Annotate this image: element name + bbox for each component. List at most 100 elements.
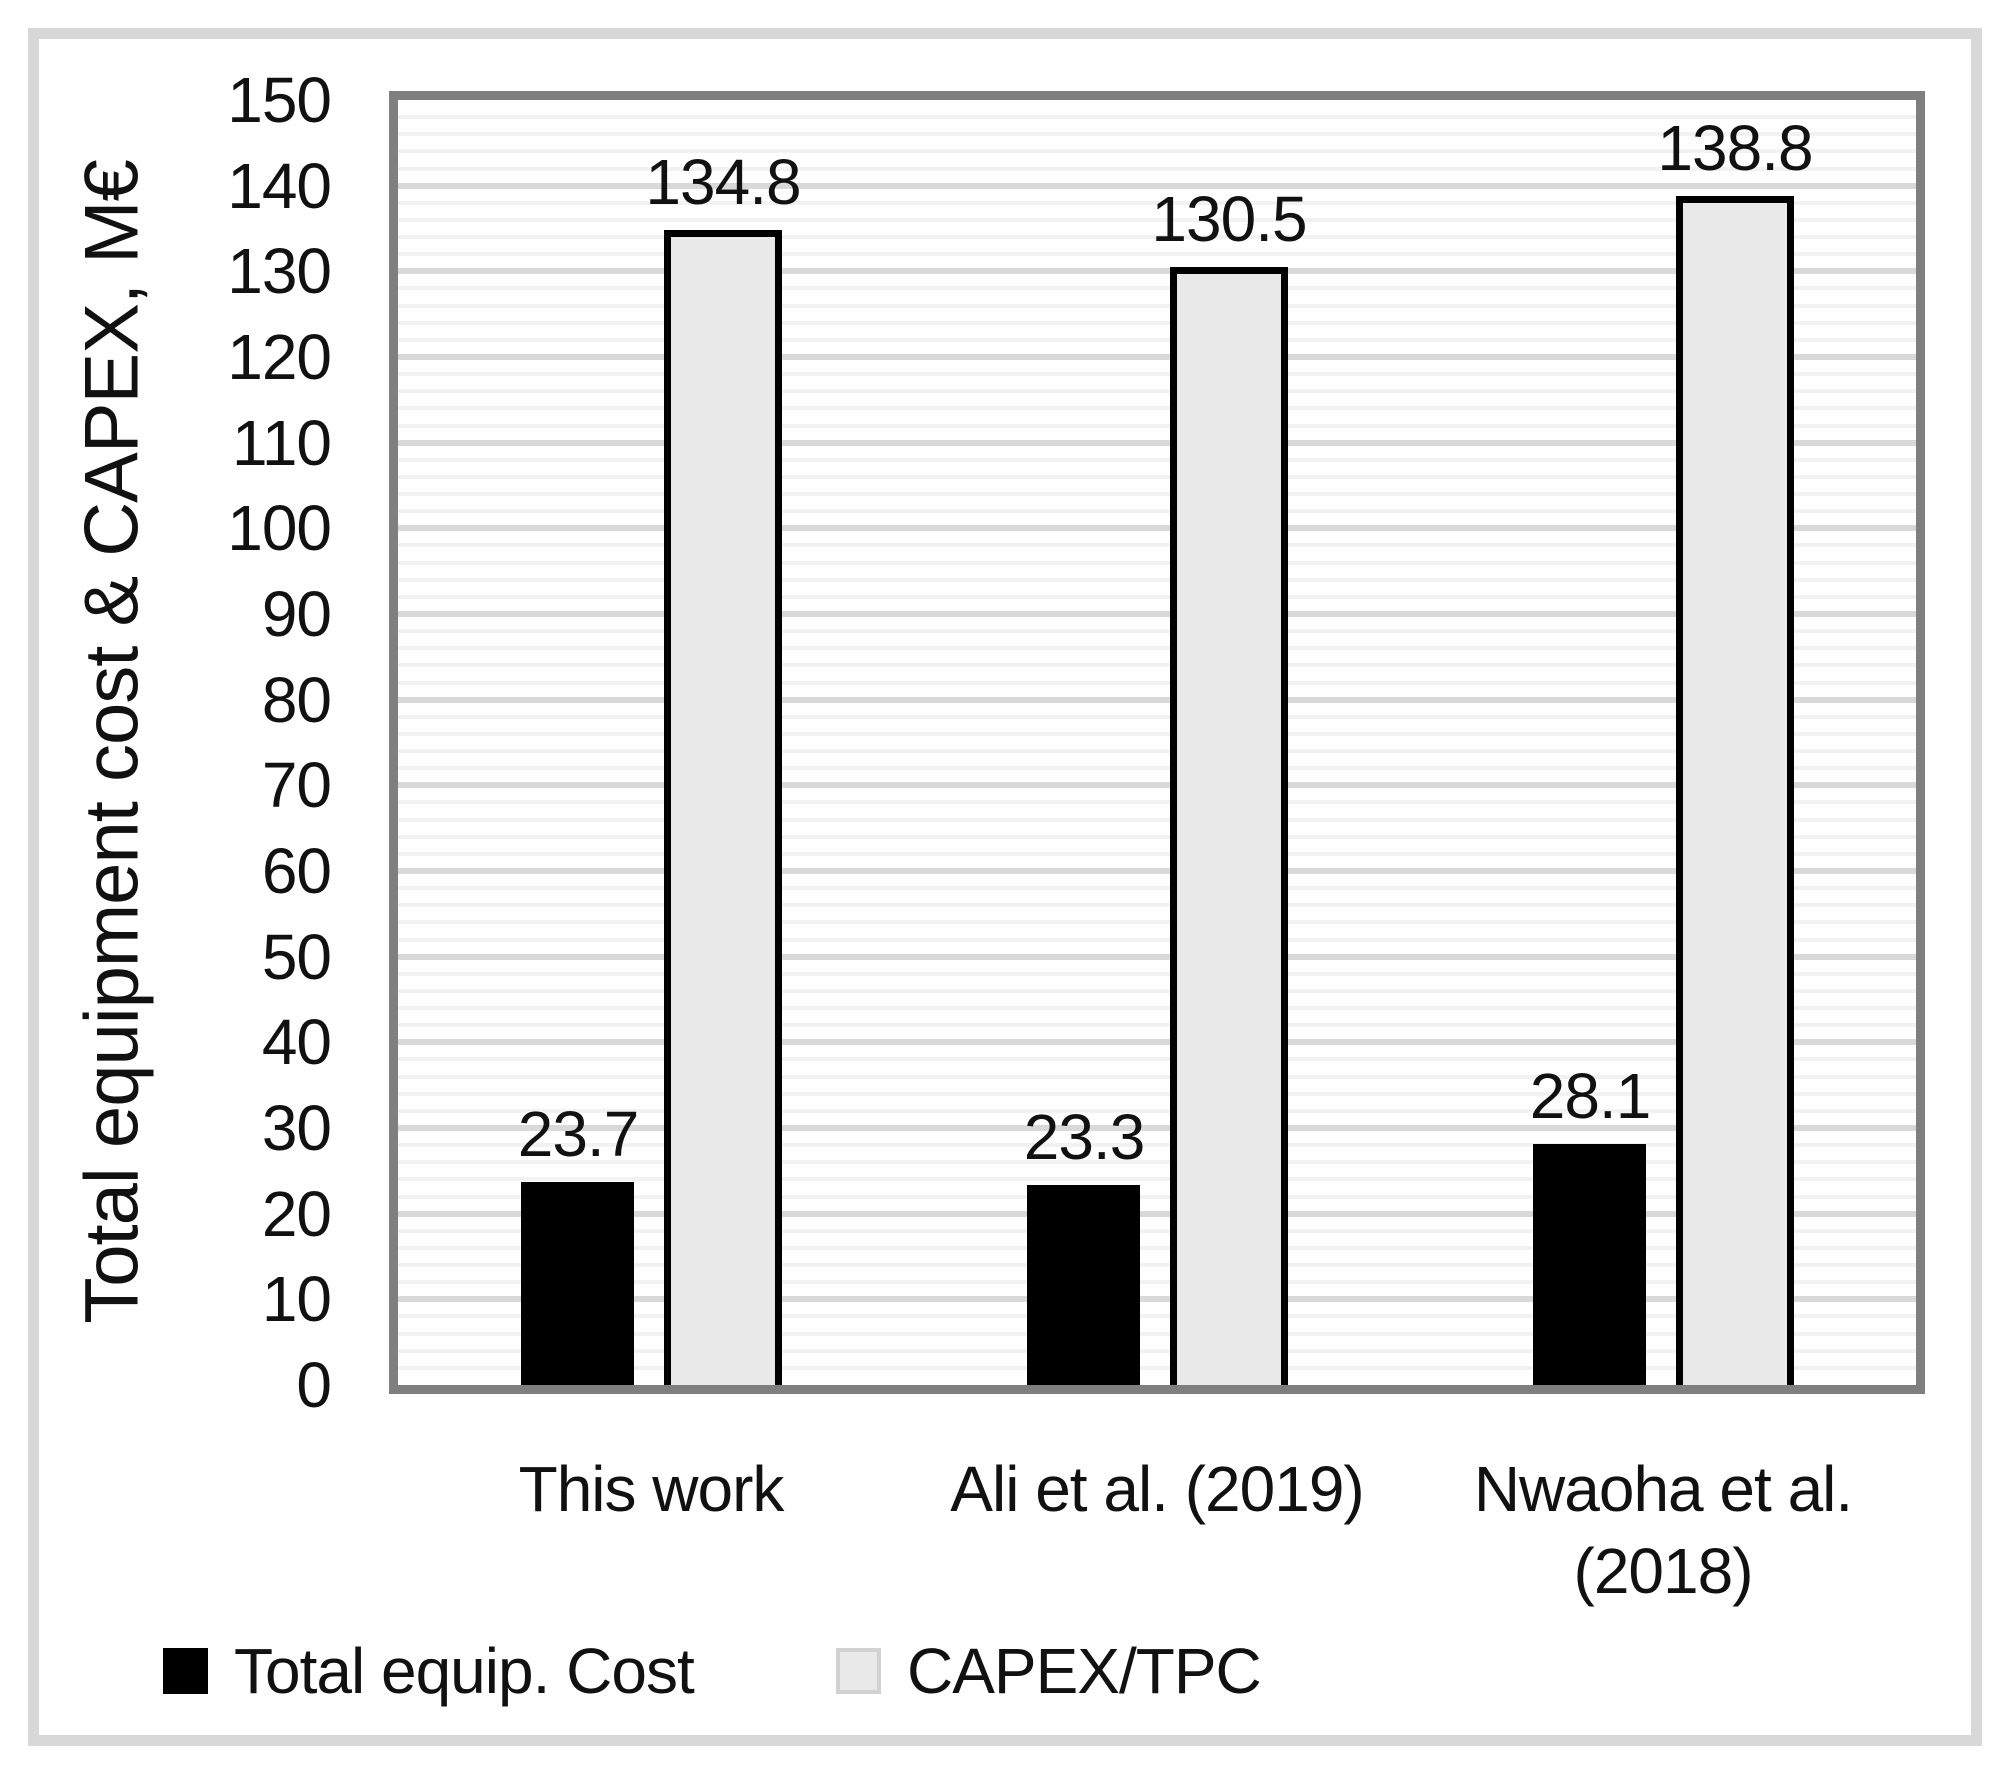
gridline-minor [398, 800, 1916, 804]
gridline-major [398, 868, 1916, 874]
gridline-minor [398, 595, 1916, 599]
gridline-minor [398, 629, 1916, 633]
gridline-minor [398, 766, 1916, 770]
gridline-major [398, 525, 1916, 531]
y-tick-label: 50 [261, 921, 332, 993]
y-tick-label: 10 [261, 1263, 332, 1335]
y-tick-label: 90 [261, 578, 332, 650]
gridline-minor [398, 115, 1916, 119]
gridline-minor [398, 218, 1916, 222]
gridline-minor [398, 715, 1916, 719]
bar-value-label: 23.7 [517, 1098, 640, 1170]
gridline-minor [398, 938, 1916, 942]
gridline-minor [398, 149, 1916, 153]
bar-capex-tpc [664, 230, 782, 1385]
gridline-minor [398, 818, 1916, 822]
gridline-major [398, 268, 1916, 274]
gridline-minor [398, 1349, 1916, 1353]
x-axis-category-labels: This work Ali et al. (2019) Nwaoha et al.(… [398, 1448, 1916, 1628]
gridline-major [398, 440, 1916, 446]
gridline-major [398, 1211, 1916, 1217]
gridline-minor [398, 372, 1916, 376]
y-tick-label: 40 [261, 1006, 332, 1078]
gridline-minor [398, 681, 1916, 685]
y-tick-label: 70 [261, 749, 332, 821]
bar-value-label: 138.8 [1657, 112, 1813, 184]
legend: Total equip. Cost CAPEX/TPC [0, 1635, 2008, 1712]
y-tick-label: 140 [227, 150, 332, 222]
gridline-minor [398, 1057, 1916, 1061]
y-tick-label: 0 [296, 1349, 332, 1421]
legend-swatch-capex-tpc-icon [836, 1648, 881, 1694]
gridline-minor [398, 235, 1916, 239]
gridline-minor [398, 989, 1916, 993]
gridline-minor [398, 1075, 1916, 1079]
y-tick-label: 20 [261, 1178, 332, 1250]
gridline-minor [398, 749, 1916, 753]
gridline-minor [398, 321, 1916, 325]
y-tick-label: 100 [227, 492, 332, 564]
gridline-minor [398, 920, 1916, 924]
bar-value-label: 28.1 [1529, 1060, 1652, 1132]
gridline-minor [398, 1177, 1916, 1181]
gridline-major [398, 1039, 1916, 1045]
gridline-minor [398, 1246, 1916, 1250]
gridline-minor [398, 406, 1916, 410]
gridline-minor [398, 1092, 1916, 1096]
gridline-minor [398, 1006, 1916, 1010]
gridline-major [398, 1296, 1916, 1302]
legend-label-capex-tpc: CAPEX/TPC [907, 1635, 1262, 1707]
gridline-minor [398, 1195, 1916, 1199]
gridline-minor [398, 1229, 1916, 1233]
plot-area: 23.7 23.3 28.1 134.8 130.5 138.8 [389, 91, 1925, 1394]
gridline-minor [398, 886, 1916, 890]
gridline-minor [398, 201, 1916, 205]
y-tick-label: 60 [261, 835, 332, 907]
figure-border [28, 28, 1982, 1746]
y-tick-label: 30 [261, 1092, 332, 1164]
legend-swatch-total-equip-cost-icon [163, 1648, 208, 1694]
y-axis-tick-labels: 0 10 20 30 40 50 60 70 80 90 100 110 120 130 140 150 [0, 0, 332, 1776]
y-tick-label: 150 [227, 64, 332, 136]
gridline-minor [398, 1332, 1916, 1336]
gridline-major [398, 611, 1916, 617]
x-category-label: Ali et al. (2019) [950, 1453, 1364, 1525]
legend-label-total-equip-cost: Total equip. Cost [234, 1635, 695, 1707]
gridline-minor [398, 1366, 1916, 1370]
gridline-minor [398, 578, 1916, 582]
gridline-minor [398, 492, 1916, 496]
gridline-minor [398, 424, 1916, 428]
gridline-minor [398, 1109, 1916, 1113]
gridline-major [398, 183, 1916, 189]
gridline-minor [398, 1263, 1916, 1267]
gridline-minor [398, 132, 1916, 136]
gridline-major [398, 354, 1916, 360]
gridline-minor [398, 252, 1916, 256]
gridline-minor [398, 458, 1916, 462]
gridline-minor [398, 972, 1916, 976]
gridline-minor [398, 389, 1916, 393]
gridline-minor [398, 304, 1916, 308]
gridline-minor [398, 663, 1916, 667]
y-tick-label: 110 [231, 407, 332, 479]
bar-capex-tpc [1676, 196, 1794, 1385]
gridline-major [398, 1125, 1916, 1131]
x-category-label: Nwaoha et al. (2018) [1473, 1453, 1853, 1607]
gridline-minor [398, 509, 1916, 513]
bar-value-label: 134.8 [645, 146, 801, 218]
gridline-minor [398, 543, 1916, 547]
legend-item-capex-tpc: CAPEX/TPC [836, 1635, 1262, 1707]
gridline-major [398, 697, 1916, 703]
y-tick-label: 80 [261, 664, 332, 736]
gridline-major [398, 782, 1916, 788]
gridline-minor [398, 835, 1916, 839]
bar-total-equip-cost [1027, 1185, 1140, 1385]
gridline-minor [398, 1160, 1916, 1164]
x-category-label: This work [518, 1453, 785, 1525]
gridline-minor [398, 646, 1916, 650]
bar-capex-tpc [1170, 267, 1288, 1385]
gridline-minor [398, 903, 1916, 907]
legend-item-total-equip-cost: Total equip. Cost [163, 1635, 695, 1707]
gridline-minor [398, 475, 1916, 479]
